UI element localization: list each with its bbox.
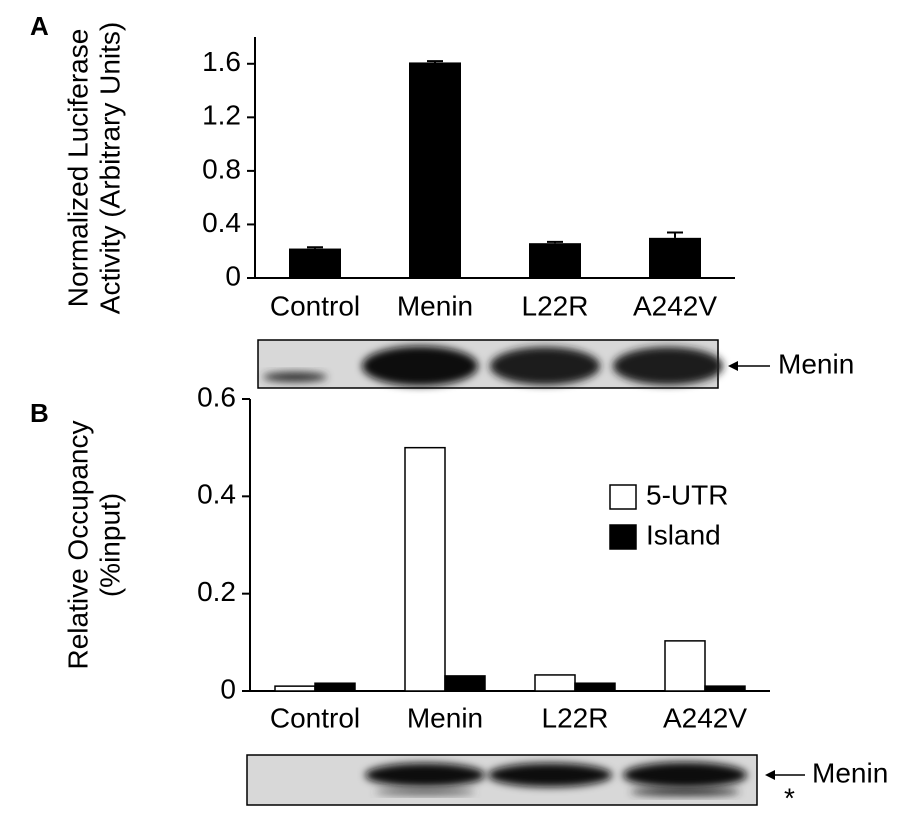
legend-label: 5-UTR	[646, 479, 728, 510]
panel-label: B	[30, 398, 49, 428]
x-tick-label: A242V	[633, 290, 717, 321]
annotation: *	[784, 782, 795, 813]
bar	[529, 243, 581, 278]
error-bar	[667, 231, 683, 238]
band	[490, 347, 600, 385]
error-bar	[307, 246, 323, 249]
x-tick-label: Menin	[407, 702, 483, 733]
band	[488, 763, 612, 787]
band	[362, 346, 478, 386]
bar	[289, 248, 341, 278]
bar	[664, 640, 706, 692]
bar	[409, 62, 461, 278]
arrow-head	[765, 770, 775, 780]
arrow-head	[728, 361, 738, 371]
legend-swatch	[609, 484, 637, 510]
blot-b: Menin *	[246, 754, 888, 813]
x-tick-label: Menin	[397, 290, 473, 321]
error-bar	[547, 240, 563, 244]
y-axis-label: (%input)	[94, 493, 125, 597]
y-tick-label: 1.6	[202, 46, 241, 77]
blot-label: Menin	[778, 348, 854, 379]
band	[375, 789, 475, 795]
band	[623, 762, 747, 788]
blot-a: Menin	[257, 339, 854, 389]
y-tick-label: 0.2	[197, 576, 236, 607]
bar	[404, 446, 446, 692]
band	[630, 788, 740, 796]
x-tick-label: Control	[270, 290, 360, 321]
bar	[574, 682, 616, 692]
x-tick-label: L22R	[522, 290, 589, 321]
legend-label: Island	[646, 519, 721, 550]
y-tick-label: 0	[220, 673, 236, 704]
band	[613, 347, 723, 385]
bar	[444, 675, 486, 692]
bar	[649, 237, 701, 278]
y-axis-label: Activity (Arbitrary Units)	[94, 22, 125, 314]
y-tick-label: 0.6	[197, 381, 236, 412]
y-tick-label: 0	[225, 260, 241, 291]
band	[365, 763, 485, 787]
y-axis-label: Normalized Luciferase	[62, 29, 93, 308]
band	[263, 372, 327, 382]
blot-label: Menin	[812, 757, 888, 788]
bar	[314, 682, 356, 692]
x-tick-label: L22R	[542, 702, 609, 733]
y-tick-label: 0.8	[202, 153, 241, 184]
y-tick-label: 0.4	[197, 479, 236, 510]
error-bar	[427, 60, 443, 63]
y-tick-label: 1.2	[202, 100, 241, 131]
x-tick-label: A242V	[663, 702, 747, 733]
bar	[274, 685, 316, 692]
y-tick-label: 0.4	[202, 207, 241, 238]
y-axis-label: Relative Occupancy	[62, 420, 93, 669]
panel-label: A	[30, 11, 49, 41]
legend-swatch	[609, 524, 637, 550]
bar	[534, 674, 576, 692]
bar	[704, 685, 746, 692]
x-tick-label: Control	[270, 702, 360, 733]
